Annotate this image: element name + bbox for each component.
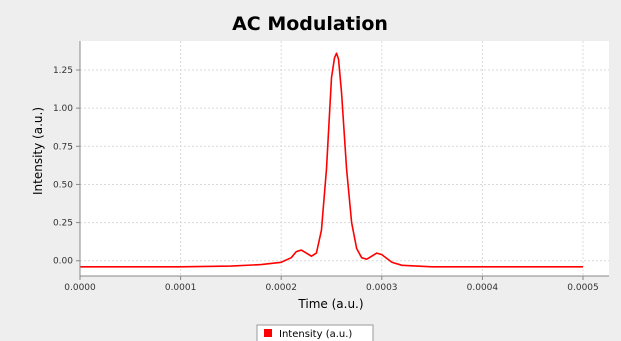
- chart-title: AC Modulation: [232, 13, 388, 35]
- y-tick-label: 0.75: [53, 142, 73, 152]
- y-tick-label: 0.00: [53, 257, 73, 267]
- y-tick-label: 0.50: [53, 180, 73, 190]
- x-tick-label: 0.0001: [165, 283, 197, 293]
- legend-label-intensity: Intensity (a.u.): [279, 329, 352, 340]
- x-tick-label: 0.0004: [467, 283, 499, 293]
- y-axis-label: Intensity (a.u.): [31, 107, 45, 195]
- y-tick-label: 0.25: [53, 219, 73, 229]
- y-tick-label: 1.25: [53, 66, 73, 76]
- legend-swatch-intensity: [264, 329, 272, 337]
- x-axis-label: Time (a.u.): [297, 297, 363, 311]
- x-tick-label: 0.0005: [567, 283, 599, 293]
- y-tick-label: 1.00: [53, 104, 73, 114]
- x-tick-label: 0.0000: [64, 283, 96, 293]
- x-tick-label: 0.0003: [366, 283, 398, 293]
- legend: Intensity (a.u.): [256, 324, 374, 341]
- x-tick-label: 0.0002: [265, 283, 297, 293]
- series-line-intensity: [80, 52, 583, 268]
- legend-box: [256, 324, 374, 341]
- plot-area: [80, 41, 609, 276]
